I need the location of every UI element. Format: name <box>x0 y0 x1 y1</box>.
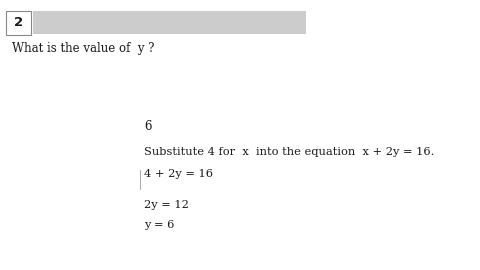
Text: y = 6: y = 6 <box>144 220 174 230</box>
Text: Substitute 4 for  x  into the equation  x + 2y = 16.: Substitute 4 for x into the equation x +… <box>144 147 434 157</box>
Text: 2y = 12: 2y = 12 <box>144 200 189 210</box>
Text: 2: 2 <box>13 16 23 29</box>
Text: 6: 6 <box>144 120 152 133</box>
Bar <box>33 11 306 34</box>
Text: 4 + 2y = 16: 4 + 2y = 16 <box>144 169 213 179</box>
Bar <box>6 11 31 35</box>
Text: What is the value of  y ?: What is the value of y ? <box>12 42 155 55</box>
